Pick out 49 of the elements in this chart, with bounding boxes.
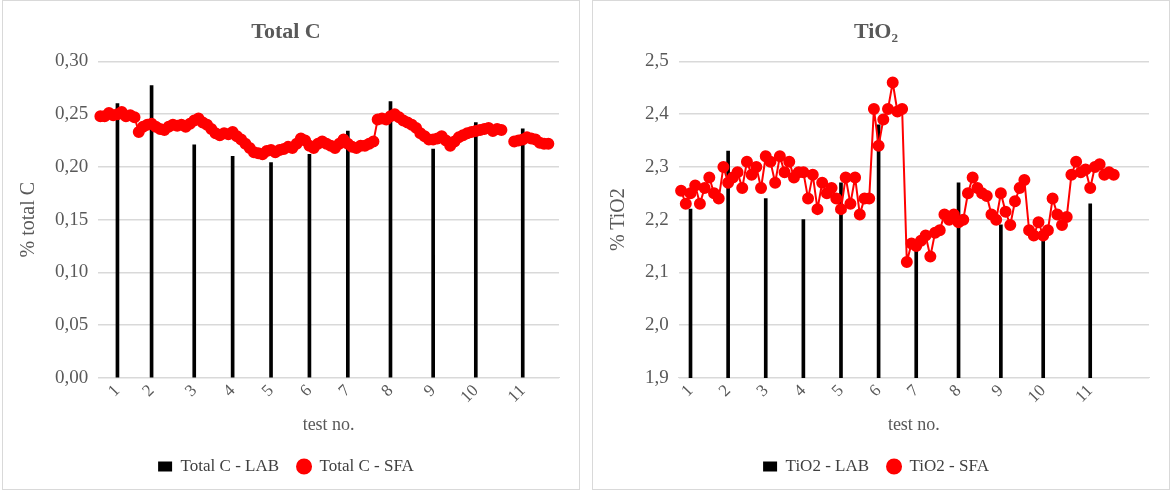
legend-label: Total C - SFA — [319, 455, 415, 475]
y-tick-label: 1,9 — [645, 365, 669, 387]
x-tick-label: 9 — [987, 380, 1007, 401]
x-tick-label: 5 — [257, 380, 278, 401]
x-tick-label: 7 — [334, 380, 355, 401]
x-tick-label: 2 — [714, 380, 735, 401]
legend-label: Total C - LAB — [180, 455, 280, 475]
y-tick-label: 0,00 — [55, 365, 89, 387]
y-tick-label: 0,30 — [55, 49, 89, 71]
x-tick-label: 8 — [945, 380, 965, 401]
x-axis-title: test no. — [887, 413, 940, 434]
x-tick-label: 4 — [219, 380, 239, 401]
y-axis-title: % TiO2 — [606, 188, 629, 252]
y-tick-label: 2,0 — [645, 313, 669, 335]
x-tick-label: 10 — [456, 380, 482, 407]
chart-title: Total C — [251, 17, 321, 43]
bar — [192, 144, 197, 378]
x-tick-label: 6 — [295, 380, 316, 401]
x-tick-label: 8 — [377, 380, 397, 401]
x-tick-label: 1 — [677, 380, 697, 401]
y-tick-label: 2,4 — [645, 102, 670, 124]
x-tick-label: 9 — [419, 380, 440, 401]
bar — [269, 162, 273, 378]
x-tick-label: 11 — [1071, 380, 1097, 406]
legend-label: TiO2 - SFA — [909, 455, 990, 475]
y-axis-title: % total C — [16, 181, 39, 258]
y-tick-label: 0,15 — [55, 207, 89, 229]
x-tick-label: 6 — [865, 380, 885, 401]
x-axis-title: test no. — [302, 413, 355, 434]
x-tick-label: 3 — [752, 380, 772, 401]
x-tick-label: 5 — [827, 380, 847, 401]
y-tick-label: 2,5 — [645, 49, 669, 71]
x-tick-label: 11 — [503, 380, 529, 406]
x-tick-label: 4 — [789, 380, 810, 401]
x-tick-label: 7 — [902, 380, 923, 401]
y-tick-label: 2,2 — [645, 207, 669, 229]
y-tick-label: 2,1 — [645, 260, 669, 282]
y-tick-label: 0,25 — [55, 102, 89, 124]
legend-label: TiO2 - LAB — [785, 455, 870, 475]
y-tick-label: 2,3 — [645, 154, 669, 176]
y-tick-label: 0,05 — [55, 313, 89, 335]
x-tick-label: 2 — [138, 380, 158, 401]
x-tick-label: 3 — [180, 380, 201, 401]
x-tick-label: 1 — [103, 380, 124, 401]
chart-title: TiO₂ — [853, 17, 899, 43]
y-tick-label: 0,10 — [55, 260, 89, 282]
x-tick-label: 10 — [1023, 380, 1050, 407]
bar — [473, 122, 478, 378]
y-tick-label: 0,20 — [55, 154, 89, 176]
